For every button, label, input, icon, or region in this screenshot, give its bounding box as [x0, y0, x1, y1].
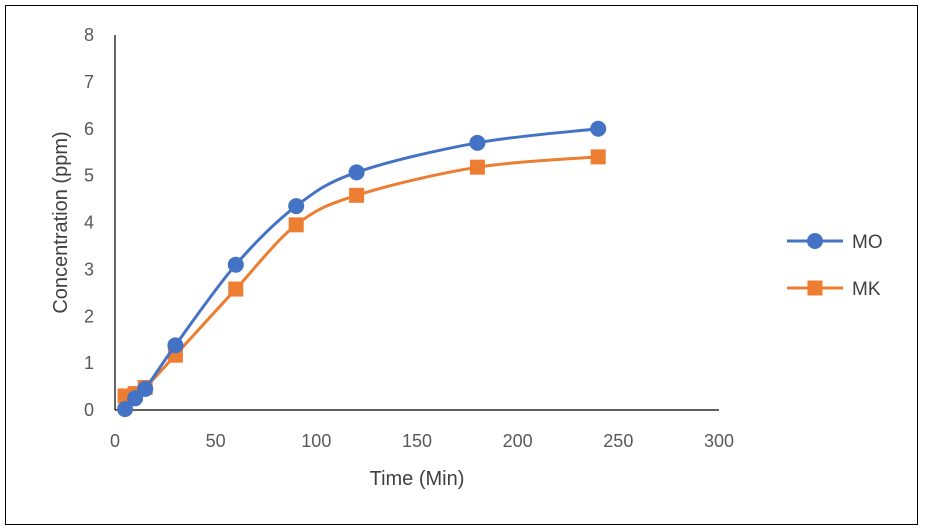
- y-tick-label: 0: [84, 400, 94, 420]
- legend-item-mo: MO: [787, 232, 883, 253]
- axes: [114, 35, 719, 411]
- series-mk: [117, 149, 606, 404]
- x-tick-label: 200: [503, 431, 533, 451]
- data-point-mo: [167, 337, 184, 354]
- data-point-mo: [469, 134, 486, 151]
- data-point-mo: [127, 390, 144, 407]
- data-point-mk: [590, 149, 606, 165]
- legend-marker-mo: [807, 233, 823, 249]
- y-tick-label: 7: [84, 72, 94, 92]
- y-tick-labels: 0 1 2 3 4 5 6 7 8: [84, 25, 94, 420]
- x-axis-title: Time (Min): [370, 468, 465, 490]
- y-tick-label: 5: [84, 166, 94, 186]
- x-tick-labels: 0 50 100 150 200 250 300: [110, 431, 734, 451]
- legend-label-mk: MK: [852, 279, 881, 300]
- x-tick-label: 150: [402, 431, 432, 451]
- data-point-mo: [348, 164, 365, 181]
- data-point-mo: [117, 401, 134, 418]
- x-tick-label: 300: [704, 431, 734, 451]
- x-tick-label: 50: [206, 431, 226, 451]
- legend-item-mk: MK: [787, 279, 881, 300]
- legend: MO MK: [787, 232, 883, 300]
- x-tick-label: 100: [301, 431, 331, 451]
- data-point-mk: [469, 159, 485, 175]
- y-axis-title: Concentration (ppm): [50, 131, 72, 313]
- legend-label-mo: MO: [852, 232, 883, 253]
- y-tick-label: 8: [84, 25, 94, 45]
- series-layer: [117, 120, 607, 418]
- data-point-mo: [227, 256, 244, 273]
- data-point-mo: [137, 380, 154, 397]
- x-tick-label: 250: [603, 431, 633, 451]
- legend-marker-mk: [807, 280, 823, 296]
- data-point-mk: [288, 217, 304, 233]
- y-tick-label: 1: [84, 353, 94, 373]
- data-point-mo: [590, 120, 607, 137]
- chart-frame: [5, 5, 918, 525]
- x-tick-label: 0: [110, 431, 120, 451]
- y-tick-label: 6: [84, 119, 94, 139]
- data-point-mo: [288, 198, 305, 215]
- data-point-mk: [228, 281, 244, 297]
- y-tick-label: 4: [84, 213, 94, 233]
- y-tick-label: 2: [84, 306, 94, 326]
- series-mo: [117, 120, 607, 418]
- data-point-mk: [349, 187, 365, 203]
- y-tick-label: 3: [84, 259, 94, 279]
